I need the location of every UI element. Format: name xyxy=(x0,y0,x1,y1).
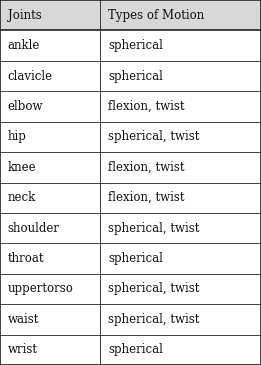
Text: spherical: spherical xyxy=(108,252,163,265)
Bar xyxy=(0,0,261,30)
Text: hip: hip xyxy=(8,130,27,143)
Bar xyxy=(0,213,261,243)
Text: Joints: Joints xyxy=(8,9,41,22)
Text: wrist: wrist xyxy=(8,343,38,356)
Text: flexion, twist: flexion, twist xyxy=(108,161,185,174)
Text: spherical, twist: spherical, twist xyxy=(108,313,200,326)
Bar xyxy=(0,122,261,152)
Bar xyxy=(0,30,261,61)
Bar xyxy=(0,182,261,213)
Text: throat: throat xyxy=(8,252,44,265)
Text: Types of Motion: Types of Motion xyxy=(108,9,205,22)
Text: spherical, twist: spherical, twist xyxy=(108,130,200,143)
Text: spherical: spherical xyxy=(108,39,163,52)
Text: waist: waist xyxy=(8,313,39,326)
Text: spherical, twist: spherical, twist xyxy=(108,283,200,295)
Text: spherical, twist: spherical, twist xyxy=(108,222,200,235)
Text: clavicle: clavicle xyxy=(8,70,53,82)
Bar xyxy=(0,243,261,274)
Text: knee: knee xyxy=(8,161,37,174)
Text: shoulder: shoulder xyxy=(8,222,60,235)
Text: flexion, twist: flexion, twist xyxy=(108,100,185,113)
Bar xyxy=(0,335,261,365)
Text: spherical: spherical xyxy=(108,343,163,356)
Text: flexion, twist: flexion, twist xyxy=(108,191,185,204)
Bar xyxy=(0,304,261,335)
Bar xyxy=(0,152,261,182)
Text: neck: neck xyxy=(8,191,36,204)
Bar xyxy=(0,91,261,122)
Text: uppertorso: uppertorso xyxy=(8,283,74,295)
Text: spherical: spherical xyxy=(108,70,163,82)
Bar xyxy=(0,61,261,91)
Text: elbow: elbow xyxy=(8,100,43,113)
Bar xyxy=(0,274,261,304)
Text: ankle: ankle xyxy=(8,39,40,52)
